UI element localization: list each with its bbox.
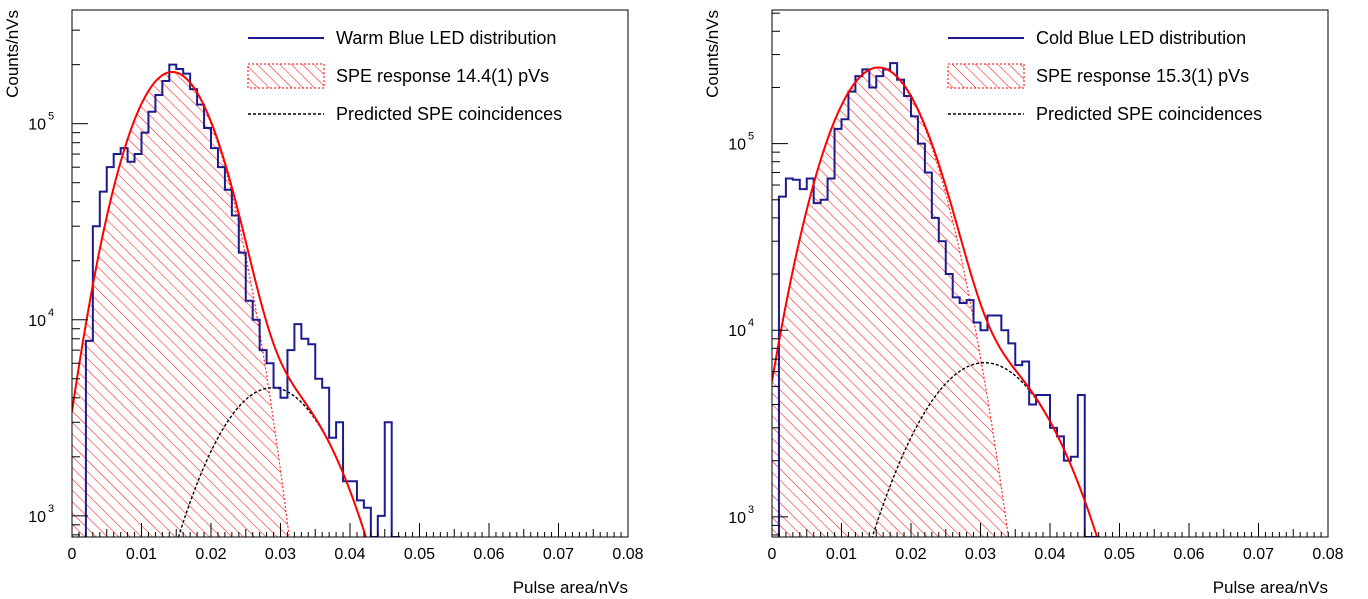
y-tick-label: 10 — [728, 323, 746, 340]
x-tick-label: 0 — [68, 546, 77, 563]
plot-data — [772, 62, 1100, 537]
fit-curve — [772, 66, 1099, 537]
y-tick-exponent: 4 — [748, 317, 754, 329]
x-tick-label: 0.03 — [965, 546, 996, 563]
legend-item: Predicted SPE coincidences — [948, 104, 1262, 124]
x-tick-label: 0.04 — [334, 546, 365, 563]
x-tick-label: 0.01 — [126, 546, 157, 563]
y-axis-title: Counts/nVs — [703, 10, 722, 98]
legend-item: Warm Blue LED distribution — [248, 28, 556, 48]
spe-response-fill — [772, 67, 1009, 537]
x-tick-label: 0.06 — [1173, 546, 1204, 563]
plot-data — [72, 63, 400, 537]
x-tick-label: 0.07 — [1243, 546, 1274, 563]
legend-item: SPE response 15.3(1) pVs — [947, 63, 1249, 89]
legend-label: Cold Blue LED distribution — [1036, 28, 1246, 48]
legend-label: SPE response 15.3(1) pVs — [1036, 66, 1249, 86]
x-axis-title: Pulse area/nVs — [1213, 578, 1328, 597]
x-tick-label: 0.07 — [543, 546, 574, 563]
legend-swatch-hatch — [247, 63, 325, 89]
fit-curve — [72, 70, 367, 537]
x-tick-label: 0.08 — [1312, 546, 1343, 563]
y-axis-title: Counts/nVs — [3, 10, 22, 98]
x-tick-label: 0.04 — [1034, 546, 1065, 563]
x-tick-label: 0.05 — [1104, 546, 1135, 563]
y-tick-label: 10 — [728, 137, 746, 154]
x-axis-title: Pulse area/nVs — [513, 578, 628, 597]
legend-label: SPE response 14.4(1) pVs — [336, 66, 549, 86]
x-axis: 0 0.01 0.02 0.03 0.04 0.05 0.06 0.07 0.08 — [68, 523, 644, 563]
legend-item: Predicted SPE coincidences — [248, 104, 562, 124]
y-tick-label: 10 — [28, 313, 46, 330]
legend: Warm Blue LED distribution SPE response 1… — [247, 28, 562, 124]
led-distribution-histogram — [84, 63, 400, 537]
legend-item: Cold Blue LED distribution — [948, 28, 1246, 48]
y-tick-exponent: 4 — [48, 307, 54, 319]
x-tick-label: 0.02 — [195, 546, 226, 563]
legend-label: Predicted SPE coincidences — [336, 104, 562, 124]
x-tick-label: 0.02 — [895, 546, 926, 563]
x-tick-label: 0.01 — [826, 546, 857, 563]
x-tick-label: 0.06 — [473, 546, 504, 563]
y-tick-label: 10 — [28, 509, 46, 526]
y-tick-exponent: 5 — [748, 131, 754, 143]
x-tick-label: 0 — [768, 546, 777, 563]
y-tick-exponent: 5 — [48, 111, 54, 123]
legend-label: Predicted SPE coincidences — [1036, 104, 1262, 124]
legend: Cold Blue LED distribution SPE response 1… — [947, 28, 1262, 124]
legend-item: SPE response 14.4(1) pVs — [247, 63, 549, 89]
y-tick-exponent: 3 — [48, 503, 54, 515]
y-tick-exponent: 3 — [748, 504, 754, 516]
x-tick-label: 0.05 — [404, 546, 435, 563]
legend-swatch-hatch — [947, 63, 1025, 89]
led-distribution-histogram — [777, 62, 1100, 537]
legend-label: Warm Blue LED distribution — [336, 28, 556, 48]
x-axis: 0 0.01 0.02 0.03 0.04 0.05 0.06 0.07 0.08 — [768, 523, 1344, 563]
y-tick-label: 10 — [728, 510, 746, 527]
y-tick-label: 10 — [28, 117, 46, 134]
x-tick-label: 0.08 — [612, 546, 643, 563]
spe-response-fill — [72, 72, 290, 537]
x-tick-label: 0.03 — [265, 546, 296, 563]
spe-response-outline — [72, 71, 290, 537]
